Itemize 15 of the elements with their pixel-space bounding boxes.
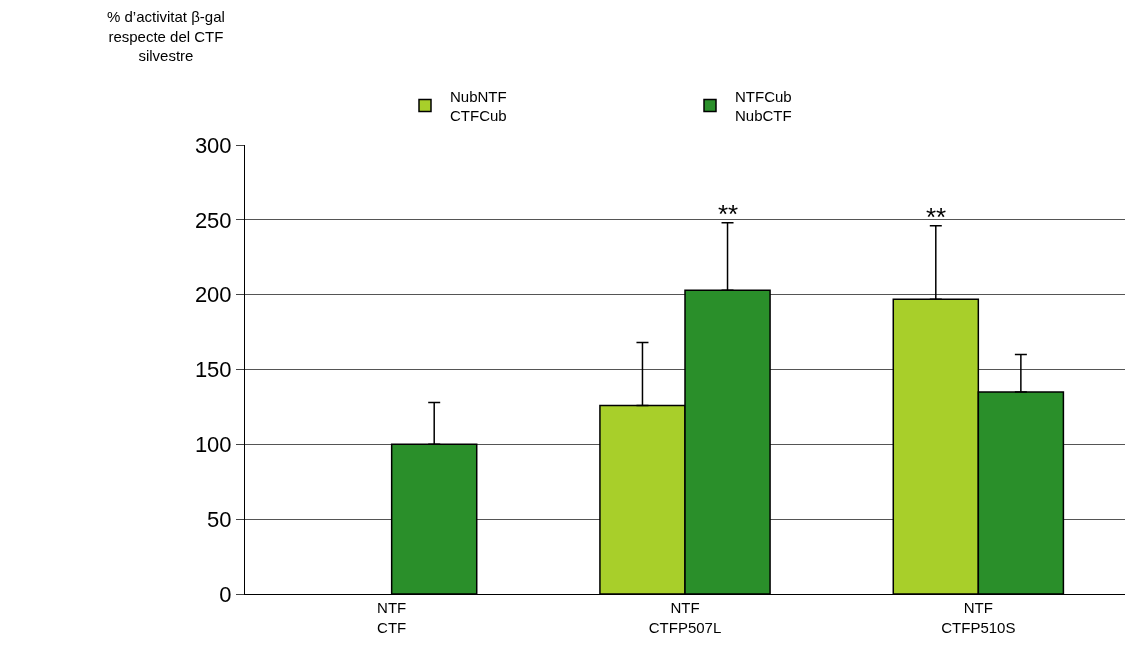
y-tick-label: 300 — [194, 132, 232, 158]
x-tick-label: NTF CTFP507L — [648, 599, 722, 636]
y-tick-label: 0 — [219, 581, 232, 607]
x-tick-label: NTF CTF — [377, 599, 407, 636]
y-tick-label: 250 — [194, 207, 232, 233]
annotation: ** — [926, 202, 947, 232]
y-tick-label: 200 — [194, 282, 232, 308]
y-axis-title: % d’activitat β-gal respecte del CTF silvestre — [107, 8, 225, 64]
y-tick-label: 150 — [194, 357, 232, 383]
x-tick-label: NTF CTFP510S — [941, 599, 1016, 636]
y-tick-label: 50 — [207, 506, 232, 532]
y-tick-label: 100 — [194, 432, 232, 458]
annotation: ** — [718, 199, 739, 229]
legend-label: NTFCub NubCTF — [735, 87, 792, 125]
legend-label: NubNTF CTFCub — [450, 87, 507, 125]
